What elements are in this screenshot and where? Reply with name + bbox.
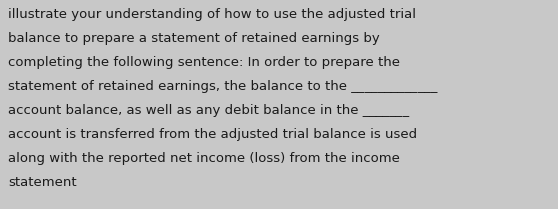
Text: illustrate your understanding of how to use the adjusted trial: illustrate your understanding of how to … — [8, 8, 416, 21]
Text: account is transferred from the adjusted trial balance is used: account is transferred from the adjusted… — [8, 128, 417, 141]
Text: statement: statement — [8, 176, 76, 189]
Text: account balance, as well as any debit balance in the _______: account balance, as well as any debit ba… — [8, 104, 409, 117]
Text: balance to prepare a statement of retained earnings by: balance to prepare a statement of retain… — [8, 32, 380, 45]
Text: completing the following sentence: In order to prepare the: completing the following sentence: In or… — [8, 56, 400, 69]
Text: statement of retained earnings, the balance to the _____________: statement of retained earnings, the bala… — [8, 80, 437, 93]
Text: along with the reported net income (loss) from the income: along with the reported net income (loss… — [8, 152, 400, 165]
